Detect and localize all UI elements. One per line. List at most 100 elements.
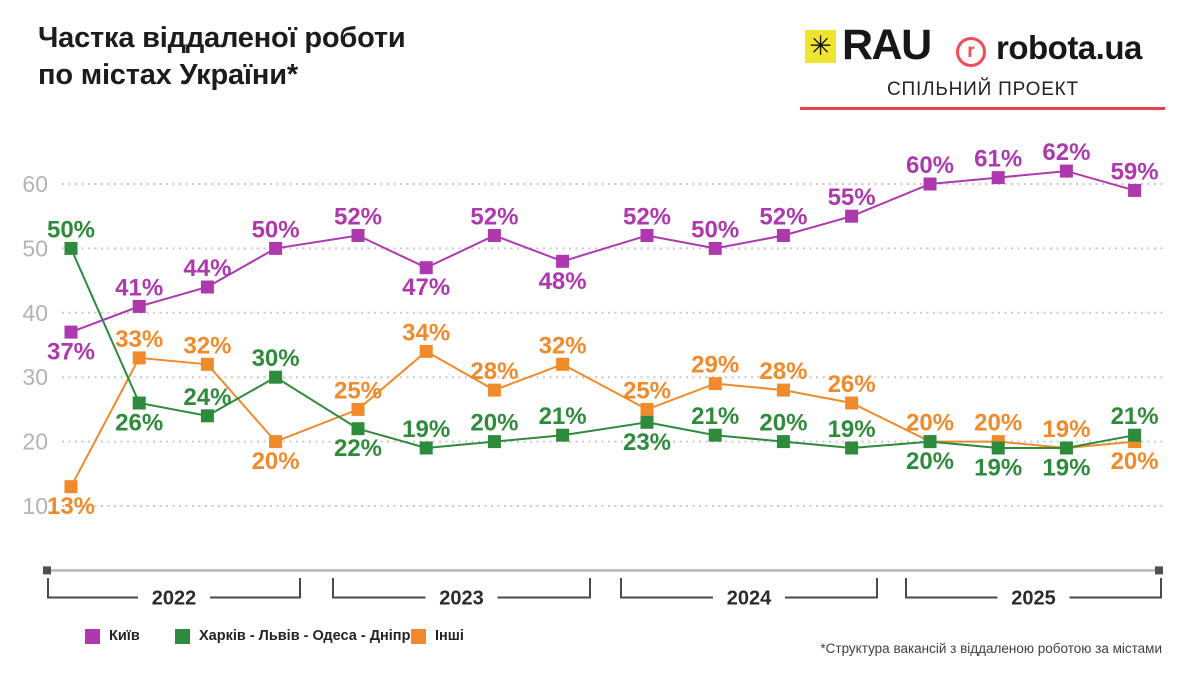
data-point-marker (200, 280, 214, 294)
data-point-label: 55% (828, 184, 876, 211)
legend-label: Київ (109, 628, 140, 644)
data-point-marker (419, 441, 433, 455)
data-point-marker (776, 229, 790, 242)
data-point-marker (708, 241, 722, 255)
legend-swatch-icon (411, 628, 426, 644)
data-point-marker (64, 480, 78, 494)
data-point-marker (64, 325, 78, 339)
data-point-marker (487, 435, 501, 449)
series-Інші: 13% 33% 32% 20% 25% 34% 28% 32% 25% 29% 28% 26% 20% 2… (47, 319, 1159, 520)
data-point-label: 26% (828, 371, 876, 398)
data-point-marker (419, 261, 433, 275)
year-bracket-2023: 2023 (332, 578, 591, 610)
data-point-marker (269, 241, 283, 255)
data-point-marker (1128, 183, 1142, 197)
year-bracket-2025: 2025 (905, 578, 1162, 610)
series-line (70, 247, 1135, 450)
data-point-label: 20% (974, 410, 1022, 437)
data-point-label: 50% (47, 216, 95, 243)
data-point-marker (991, 441, 1005, 455)
data-point-marker (776, 435, 790, 449)
x-axis-right-cap (1155, 566, 1163, 575)
data-point-label: 20% (470, 410, 518, 437)
data-point-label: 30% (252, 345, 300, 372)
data-point-marker (845, 396, 859, 410)
rau-star-icon: ✳ (809, 31, 832, 61)
legend-label: Харків - Львів - Одеса - Дніпро (199, 628, 420, 644)
data-point-label: 62% (1042, 139, 1090, 166)
data-point-label: 20% (1111, 448, 1159, 475)
series-Харків - Львів - Одеса - Дніпро: 50% 26% 24% 30% 22% 19% 20% 21% 23% 21% 20% 19% 20% 1… (47, 216, 1159, 481)
data-point-label: 47% (402, 274, 450, 301)
data-point-label: 52% (334, 204, 382, 231)
data-point-label: 48% (539, 268, 587, 295)
data-point-label: 32% (183, 332, 231, 359)
x-axis (43, 566, 1163, 575)
y-tick-label: 10 (22, 493, 48, 519)
data-point-marker (991, 171, 1005, 185)
data-point-marker (923, 177, 937, 191)
data-point-marker (640, 229, 654, 242)
partners-block: ✳ RAU r robota.ua СПІЛЬНИЙ ПРОЕКТ (800, 0, 1166, 120)
robota-r-letter: r (967, 40, 975, 62)
rau-logo-text: RAU (842, 21, 932, 69)
data-point-label: 34% (402, 319, 450, 346)
legend-swatch-icon (85, 628, 100, 644)
legend-label: Інші (435, 628, 464, 644)
data-point-label: 19% (1042, 455, 1090, 482)
series-line (70, 170, 1135, 334)
data-point-marker (487, 383, 501, 397)
robota-ua-logo: r (956, 37, 986, 67)
data-point-marker (923, 435, 937, 449)
legend-swatch-icon (175, 628, 190, 644)
data-point-marker (132, 351, 146, 365)
data-point-marker (1059, 441, 1073, 455)
data-point-label: 24% (183, 384, 231, 411)
data-point-label: 29% (691, 352, 739, 379)
data-point-marker (487, 229, 501, 242)
y-grid: 60 50 40 30 20 10 (22, 171, 1163, 519)
data-point-label: 20% (759, 410, 807, 437)
data-point-marker (351, 229, 365, 242)
data-point-label: 20% (906, 448, 954, 475)
data-point-label: 50% (691, 216, 739, 243)
year-bracket-2022: 2022 (47, 578, 301, 610)
year-label: 2023 (439, 588, 484, 610)
data-point-label: 13% (47, 493, 95, 520)
data-point-label: 37% (47, 339, 95, 366)
legend-item: Київ (85, 628, 140, 644)
data-point-marker (132, 396, 146, 410)
data-point-label: 33% (115, 326, 163, 353)
bracket-shape (620, 578, 878, 599)
data-point-label: 52% (759, 204, 807, 231)
data-point-label: 19% (828, 416, 876, 443)
year-bracket-2024: 2024 (620, 578, 878, 610)
data-point-marker (64, 241, 78, 255)
data-point-label: 28% (759, 358, 807, 385)
y-tick-label: 60 (22, 171, 48, 197)
data-point-marker (556, 428, 570, 442)
rau-logo: ✳ (805, 30, 836, 63)
bracket-shape (905, 578, 1162, 599)
data-point-marker (351, 402, 365, 416)
year-label: 2024 (727, 588, 772, 610)
data-point-marker (556, 254, 570, 268)
data-point-marker (708, 428, 722, 442)
bracket-shape (332, 578, 591, 599)
legend-item: Інші (411, 628, 464, 644)
series-Київ: 37% 41% 44% 50% 52% 47% 52% 48% 52% 50% 52% 55% 60% 6… (47, 139, 1159, 366)
data-point-label: 59% (1111, 158, 1159, 185)
data-point-label: 21% (691, 403, 739, 430)
data-point-label: 19% (402, 416, 450, 443)
data-point-label: 28% (470, 358, 518, 385)
data-point-label: 50% (252, 216, 300, 243)
joint-project-label: СПІЛЬНИЙ ПРОЕКТ (887, 79, 1079, 100)
data-point-marker (1128, 428, 1142, 442)
data-point-label: 32% (539, 332, 587, 359)
year-label: 2022 (152, 588, 197, 610)
data-point-label: 61% (974, 146, 1022, 173)
data-point-marker (419, 344, 433, 358)
data-point-label: 52% (623, 204, 671, 231)
series-line (70, 350, 1135, 488)
